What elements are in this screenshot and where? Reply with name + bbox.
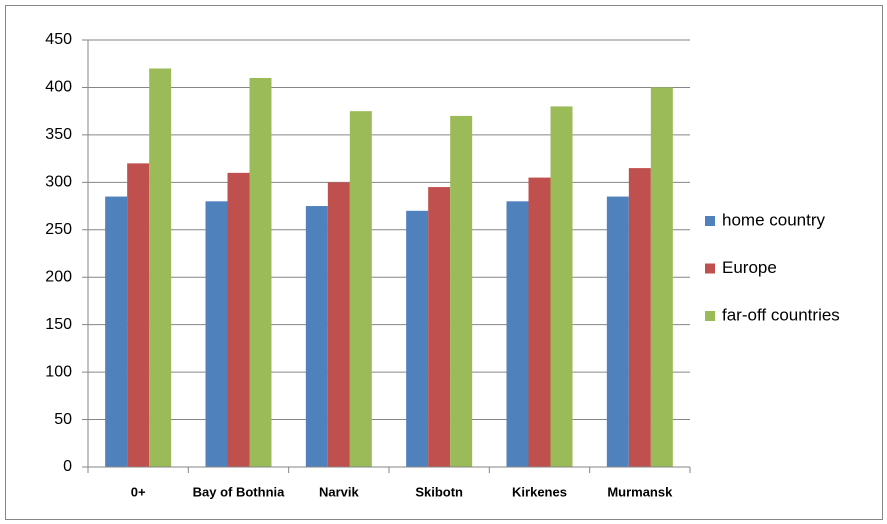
bar: [127, 163, 150, 467]
legend-label: Europe: [722, 258, 777, 277]
y-tick-label: 450: [45, 31, 72, 48]
bar: [628, 168, 651, 467]
x-tick-label: 0+: [131, 484, 146, 499]
bar: [550, 106, 573, 467]
x-tick-label: Bay of Bothnia: [193, 484, 285, 499]
legend-label: home country: [722, 210, 825, 229]
bar: [506, 201, 529, 468]
y-tick-label: 350: [45, 126, 72, 143]
y-tick-label: 50: [54, 411, 72, 428]
bar: [205, 201, 228, 468]
y-tick-label: 100: [45, 363, 72, 380]
bar: [528, 177, 551, 468]
y-tick-label: 0: [63, 458, 72, 475]
bar: [650, 87, 673, 467]
legend-swatch: [705, 216, 715, 226]
bar: [450, 115, 473, 468]
bar: [305, 206, 328, 468]
x-tick-label: Narvik: [319, 484, 360, 499]
legend-swatch: [705, 263, 715, 274]
bar: [249, 77, 272, 467]
y-tick-label: 250: [45, 221, 72, 238]
bar: [606, 196, 629, 468]
bar: [227, 172, 250, 467]
y-tick-label: 400: [45, 79, 72, 96]
bar: [406, 210, 429, 468]
legend-label: far-off countries: [722, 305, 840, 324]
x-tick-label: Skibotn: [415, 484, 463, 499]
bar: [105, 196, 128, 468]
y-tick-label: 300: [45, 174, 72, 191]
x-tick-label: Kirkenes: [512, 484, 567, 499]
bar: [149, 68, 172, 467]
y-tick-label: 150: [45, 316, 72, 333]
x-tick-label: Murmansk: [607, 484, 673, 499]
y-tick-label: 200: [45, 268, 72, 285]
legend-swatch: [705, 311, 715, 321]
bar: [349, 111, 372, 468]
bar: [428, 187, 451, 468]
bar: [327, 182, 350, 468]
